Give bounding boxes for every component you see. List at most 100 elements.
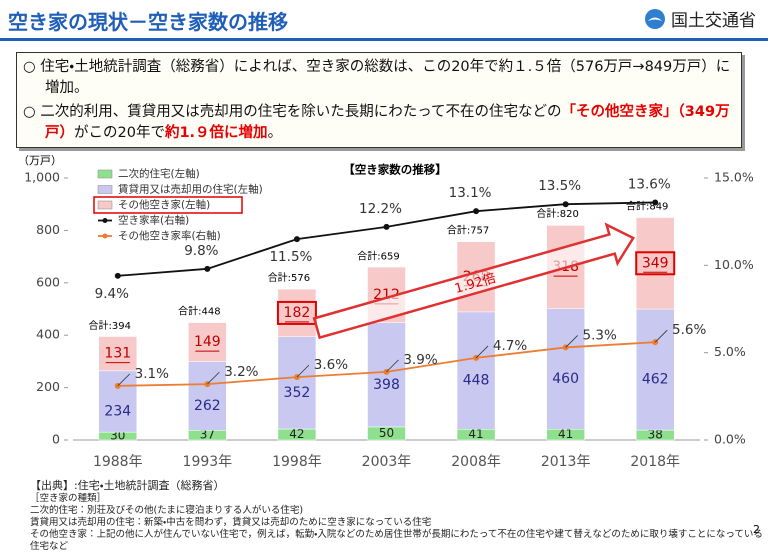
- org-name: 国土交通省: [671, 11, 756, 31]
- rate-point: [562, 201, 569, 208]
- highlight-box: [276, 300, 317, 325]
- total-label: 合計:394: [89, 319, 131, 332]
- leader-line: [296, 364, 310, 378]
- rate-point: [293, 236, 300, 243]
- bar-segment: [546, 308, 585, 430]
- legend-swatch: [97, 169, 113, 179]
- y2-tick-label: 5.0%: [714, 344, 746, 359]
- bullet-text: 約1.９倍に増加: [164, 125, 268, 141]
- bar-value-label: 462: [642, 372, 669, 388]
- rate-point: [114, 272, 121, 279]
- x-tick-label: 1988年: [93, 454, 143, 470]
- bar-segment: [188, 322, 227, 362]
- page-number: 2: [753, 523, 760, 536]
- chart-title: 【空き家数の推移】: [343, 163, 447, 177]
- highlight-box: [635, 251, 676, 276]
- rate-label: 4.7%: [493, 338, 527, 354]
- bar-value-label: 448: [463, 373, 490, 389]
- bar-value-label: 352: [284, 385, 311, 401]
- y-tick-label: 800: [36, 222, 60, 237]
- rate-label: 3.6%: [314, 357, 348, 373]
- bar-segment: [98, 336, 138, 372]
- bullet-text: 住宅・土地統計調査（総務省）によれば、空き家の総数は、この20年で約１.５倍（5…: [40, 59, 731, 96]
- leader-line: [654, 329, 668, 343]
- notes: 【出典】:住宅・土地統計調査（総務省） ［空き家の種類］ 二次的住宅：別荘及びそ…: [30, 478, 768, 553]
- y-tick-label: 0: [52, 432, 60, 447]
- bar-value-label: 149: [194, 334, 221, 350]
- total-label: 合計:820: [536, 207, 578, 220]
- notes-heading: ［空き家の種類］: [30, 493, 107, 504]
- x-tick-label: 2018年: [630, 454, 680, 470]
- legend-swatch: [97, 200, 113, 210]
- y-tick-label: 400: [36, 327, 60, 342]
- bar-value-label: 234: [104, 403, 131, 419]
- bar-value-label: 37: [200, 428, 215, 442]
- leader-line: [475, 345, 489, 359]
- chart: 【空き家数の推移】 （万戸） 0 200 400 600 800 1,000 0.0% 5.0% 1…: [18, 154, 754, 470]
- rate-label: 13.6%: [628, 176, 671, 192]
- rate-label: 13.5%: [538, 178, 581, 194]
- leader-line: [565, 335, 578, 348]
- note-line: 二次的住宅：別荘及びその他(たまに寝泊まりする人がいる住宅): [30, 505, 304, 516]
- bar-value-label: 41: [468, 427, 483, 441]
- note-line: その他空き家：上記の他に人が住んでいない住宅で，例えば，転勤・入院などのため居住…: [30, 529, 763, 552]
- rate-point: [383, 223, 390, 230]
- legend-label: 賃貸用又は売却用の住宅(左軸): [118, 183, 263, 196]
- legend-marker: [102, 233, 108, 239]
- bar-value-label: 460: [552, 371, 579, 387]
- rate-label: 3.9%: [403, 352, 437, 368]
- rate-label: 5.3%: [582, 327, 616, 343]
- y-tick-label: 200: [36, 379, 60, 394]
- x-tick-label: 2013年: [541, 454, 591, 470]
- leader-line: [207, 371, 220, 385]
- bar-value-label: 41: [558, 427, 573, 441]
- arrow-shape: [312, 222, 636, 340]
- legend-label: その他空き家率(右軸): [118, 229, 221, 242]
- legend: 二次的住宅(左軸) 賃貸用又は売却用の住宅(左軸) その他空き家(左軸) 空き家率(右…: [93, 167, 263, 242]
- legend-swatch: [97, 185, 113, 194]
- legend-marker: [102, 218, 108, 223]
- source: 【出典】:住宅・土地統計調査（総務省）: [30, 479, 225, 492]
- rate-label: 11.5%: [269, 249, 312, 265]
- bullet-text: 。: [267, 125, 283, 141]
- rate-label: 3.1%: [135, 366, 169, 382]
- bar-value-label: 50: [379, 426, 394, 440]
- rate-label: 3.2%: [224, 364, 258, 380]
- legend-highlight: [93, 196, 243, 214]
- bar-value-label: 349: [642, 255, 669, 271]
- total-label: 合計:849: [626, 200, 668, 213]
- rate-point: [473, 208, 480, 215]
- legend-label: 空き家率(右軸): [118, 214, 189, 227]
- bar-value-label: 38: [648, 428, 663, 442]
- x-tick-label: 2008年: [451, 454, 501, 470]
- bullet-text: 「その他空き家」（349万戸）: [45, 104, 730, 141]
- note-line: 賃貸用又は売却用の住宅：新築・中古を問わず，賃貸又は売却のために空き家になってい…: [30, 517, 432, 528]
- bar-segment: [456, 311, 496, 430]
- legend-label: 二次的住宅(左軸): [118, 167, 200, 180]
- rate-label: 5.6%: [672, 322, 706, 338]
- bar-segment: [98, 370, 138, 433]
- y2-tick-label: 0.0%: [714, 432, 746, 447]
- bar-segment: [635, 308, 675, 431]
- total-label: 合計:659: [357, 249, 399, 262]
- organization: 国土交通省: [644, 6, 756, 31]
- y2-tick-label: 15.0%: [714, 170, 754, 185]
- summary-box: 住宅・土地統計調査（総務省）によれば、空き家の総数は、この20年で約１.５倍（5…: [16, 52, 742, 148]
- rate-point: [204, 265, 211, 272]
- header-rule: [0, 38, 768, 41]
- total-label: 合計:448: [178, 305, 220, 318]
- bar-value-label: 182: [284, 305, 311, 321]
- total-label: 合計:757: [447, 224, 489, 237]
- x-tick-label: 1993年: [183, 454, 233, 470]
- legend-label: その他空き家(左軸): [118, 198, 210, 211]
- logo: [645, 8, 665, 29]
- bullet-text: がこの20年で: [74, 125, 165, 141]
- total-label: 合計:576: [268, 271, 310, 284]
- bar-segment: [277, 336, 317, 430]
- y2-tick-label: 10.0%: [714, 257, 754, 272]
- y-axis-unit: （万戸）: [18, 154, 62, 167]
- bullet: 住宅・土地統計調査（総務省）によれば、空き家の総数は、この20年で約１.５倍（5…: [23, 57, 735, 99]
- y-tick-label: 600: [36, 274, 60, 289]
- rate-point: [652, 199, 659, 206]
